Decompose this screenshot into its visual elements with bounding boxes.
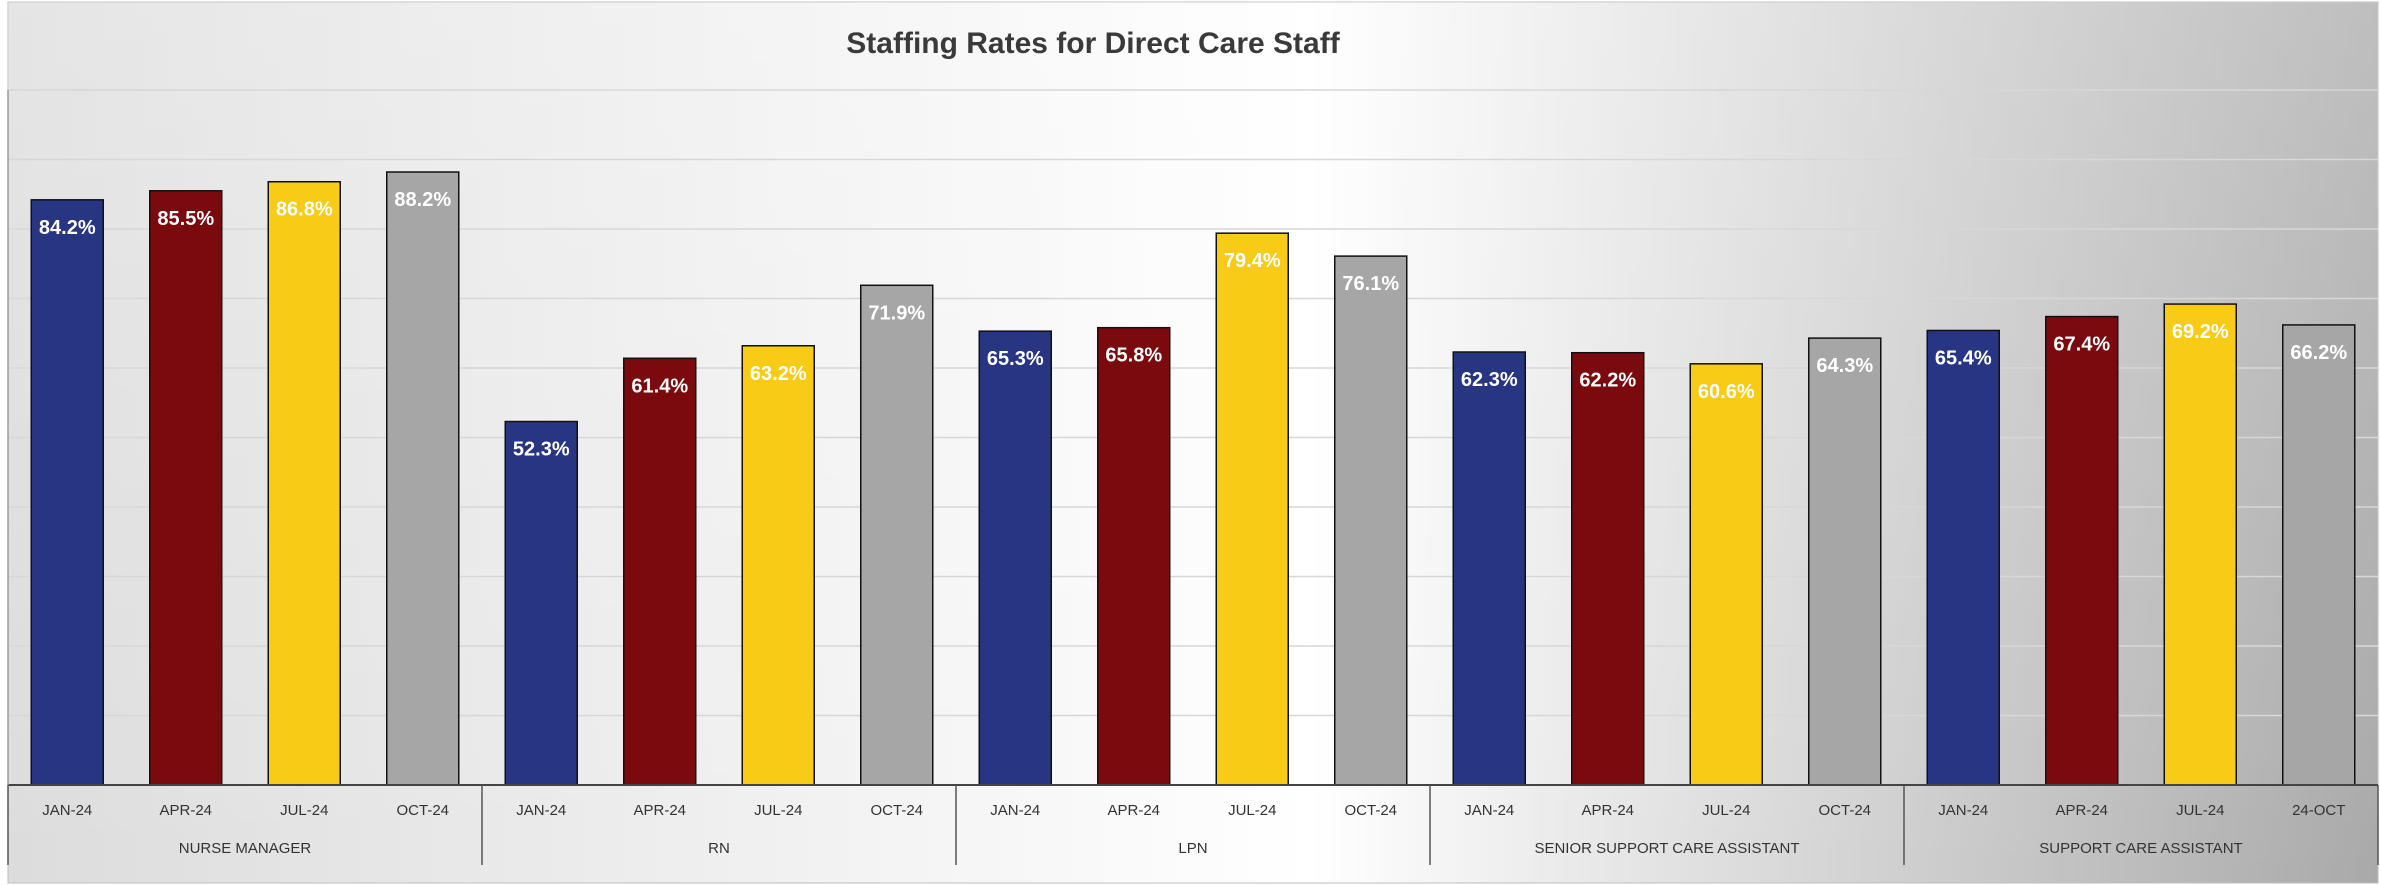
x-tick-label: JUL-24 [754,802,802,819]
x-tick-label: OCT-24 [396,802,449,819]
x-tick-label: APR-24 [1107,802,1160,819]
x-tick-label: OCT-24 [1344,802,1397,819]
group-label: LPN [1178,840,1207,857]
bar-value-label: 64.3% [1816,355,1873,377]
x-tick-label: JAN-24 [516,802,566,819]
group-label: SENIOR SUPPORT CARE ASSISTANT [1534,840,1799,857]
bar-value-label: 79.4% [1224,250,1281,272]
bar [2163,303,2237,786]
bar [1452,351,1526,786]
x-tick-label: APR-24 [1581,802,1634,819]
bar-value-label: 86.8% [276,199,333,221]
bar-value-label: 88.2% [394,189,451,211]
bar-value-label: 63.2% [750,363,807,385]
x-axis: JAN-24 APR-24 JUL-24 OCT-24 NURSE MANAGER JAN… [7,90,2379,865]
bar [504,420,578,786]
bar [30,199,104,786]
bar [1334,255,1408,786]
x-tick-label: APR-24 [2055,802,2108,819]
bar-value-label: 52.3% [513,439,570,461]
group-label: SUPPORT CARE ASSISTANT [2039,840,2242,857]
bar-value-label: 65.4% [1935,347,1992,369]
bar [1926,329,2000,786]
bar-value-label: 85.5% [157,208,214,230]
bar [2045,315,2119,786]
x-tick-label: OCT-24 [1818,802,1871,819]
bar-value-label: 69.2% [2172,321,2229,343]
x-tick-label: JUL-24 [280,802,328,819]
x-tick-label: APR-24 [159,802,212,819]
group-label: RN [708,840,730,857]
bar-value-label: 84.2% [39,217,96,239]
bar-value-label: 62.2% [1579,370,1636,392]
bar [978,330,1052,786]
x-tick-label: JUL-24 [2176,802,2224,819]
x-tick-label: JAN-24 [1464,802,1514,819]
x-tick-label: JUL-24 [1228,802,1276,819]
chart-title: Staffing Rates for Direct Care Staff [846,27,1340,60]
bar-value-label: 61.4% [631,375,688,397]
bar-value-label: 66.2% [2290,342,2347,364]
bar [386,171,460,786]
bar-value-label: 76.1% [1342,273,1399,295]
x-tick-label: JAN-24 [1938,802,1988,819]
x-tick-label: 24-OCT [2292,802,2345,819]
bar [741,345,815,786]
x-tick-label: APR-24 [633,802,686,819]
bar [149,190,223,786]
bar [1808,337,1882,786]
bar [2282,324,2356,786]
bar [1215,232,1289,786]
x-tick-label: JAN-24 [990,802,1040,819]
x-tick-label: JAN-24 [42,802,92,819]
bar-value-label: 65.3% [987,348,1044,370]
bar [267,180,341,786]
bar [1689,363,1763,786]
bar-value-label: 71.9% [868,302,925,324]
bar [623,357,697,786]
x-tick-label: JUL-24 [1702,802,1750,819]
bar-value-label: 65.8% [1105,345,1162,367]
bars: 84.2% 85.5% 86.8% 88.2% 52.3% 61.4% 63.2% 71.9%… [30,171,2356,786]
bar [1571,351,1645,786]
x-tick-label: OCT-24 [870,802,923,819]
group-label: NURSE MANAGER [179,840,312,857]
bar-value-label: 60.6% [1698,381,1755,403]
bar-value-label: 62.3% [1461,369,1518,391]
bar-value-label: 67.4% [2053,334,2110,356]
bar [1097,326,1171,786]
bar [860,284,934,786]
